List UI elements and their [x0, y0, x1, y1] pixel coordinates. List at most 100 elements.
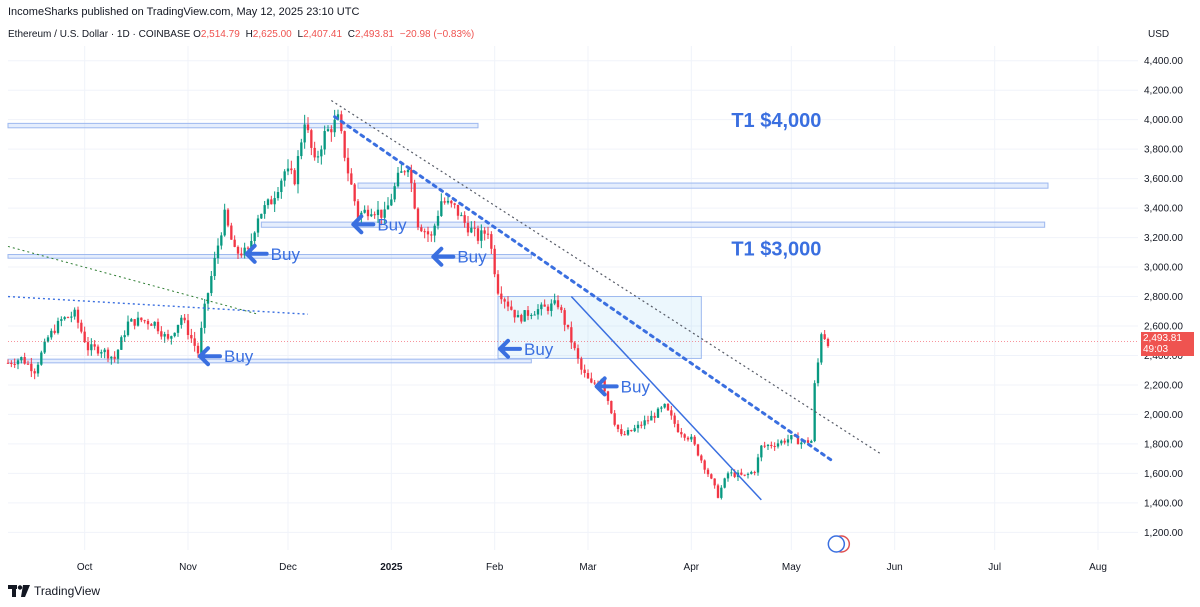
- candle-body: [456, 204, 460, 216]
- candle-body: [230, 225, 233, 240]
- candle-body: [303, 124, 306, 143]
- candle-body: [43, 341, 46, 353]
- price-tick-label: 2,200.00: [1144, 380, 1183, 391]
- candle-body: [250, 240, 253, 249]
- candle-body: [440, 201, 443, 216]
- candle-body: [110, 356, 113, 359]
- candle-body: [540, 304, 543, 310]
- candle-body: [463, 215, 466, 223]
- candle-body: [536, 309, 540, 315]
- price-tick-label: 1,600.00: [1144, 469, 1183, 480]
- candle-body: [576, 348, 580, 359]
- candle-body: [633, 428, 636, 432]
- candle-body: [280, 180, 283, 193]
- candle-body: [493, 248, 496, 275]
- candle-body: [720, 487, 723, 498]
- candle-body: [426, 231, 430, 235]
- candle-body: [66, 317, 70, 319]
- low-value: 2,407.41: [303, 29, 343, 40]
- candle-body: [696, 444, 700, 456]
- target-label: T1 $3,000: [731, 238, 821, 260]
- candle-body: [333, 119, 336, 133]
- candle-body: [710, 474, 713, 479]
- candle-body: [586, 372, 590, 379]
- candle-body: [686, 437, 690, 440]
- candle-body: [100, 352, 103, 354]
- price-tick-label: 3,800.00: [1144, 145, 1183, 156]
- price-tick-label: 2,800.00: [1144, 292, 1183, 303]
- candle-body: [593, 382, 596, 384]
- candle-body: [423, 231, 426, 233]
- publisher-line: IncomeSharks published on TradingView.co…: [8, 6, 360, 18]
- candle-body: [476, 228, 480, 241]
- candle-body: [383, 209, 386, 218]
- candle-body: [203, 303, 206, 328]
- candle-body: [293, 170, 296, 185]
- candle-body: [623, 434, 626, 436]
- candle-body: [660, 407, 663, 409]
- candle-body: [380, 209, 383, 218]
- candle-body: [123, 335, 126, 338]
- price-tick-label: 1,400.00: [1144, 498, 1183, 509]
- tradingview-brand: TradingView: [34, 584, 101, 598]
- candle-body: [546, 306, 550, 311]
- candle-body: [226, 209, 230, 226]
- candle-body: [630, 430, 633, 432]
- candle-body: [163, 334, 166, 337]
- candle-body: [703, 460, 706, 470]
- candle-body: [106, 349, 110, 359]
- candle-body: [83, 331, 86, 343]
- candle-body: [26, 363, 30, 365]
- candle-body: [503, 299, 506, 302]
- candle-body: [693, 436, 696, 445]
- candle-body: [813, 383, 816, 442]
- candle-body: [263, 205, 266, 214]
- candle-body: [700, 455, 703, 461]
- candle-body: [133, 319, 136, 326]
- candle-body: [156, 321, 160, 332]
- candle-body: [233, 239, 236, 247]
- candle-body: [560, 307, 563, 311]
- candle-body: [510, 306, 513, 310]
- candle-body: [410, 169, 413, 184]
- time-tick-label: Feb: [486, 562, 504, 573]
- candle-body: [386, 205, 390, 210]
- candle-body: [666, 403, 670, 411]
- candle-body: [783, 440, 786, 443]
- trendline: [7, 245, 259, 315]
- candle-body: [80, 322, 83, 332]
- level-zone: [7, 122, 479, 129]
- candle-body: [56, 320, 60, 333]
- candle-body: [436, 215, 440, 226]
- candle-body: [30, 363, 33, 372]
- candle-body: [530, 315, 533, 317]
- candle-body: [46, 337, 50, 342]
- candle-body: [370, 214, 373, 217]
- candle-body: [573, 342, 576, 349]
- candle-body: [523, 310, 526, 322]
- time-tick-label: 2025: [380, 562, 403, 573]
- candle-body: [346, 157, 350, 174]
- candle-body: [320, 149, 323, 157]
- candle-body: [220, 235, 223, 246]
- candle-body: [246, 247, 250, 249]
- candle-body: [160, 331, 163, 337]
- target-label: T1 $4,000: [731, 110, 821, 132]
- candle-body: [283, 171, 286, 181]
- candle-body: [210, 276, 213, 294]
- candle-body: [326, 129, 330, 132]
- candle-body: [166, 334, 170, 339]
- candle-body: [310, 130, 313, 148]
- candle-body: [270, 199, 273, 205]
- currency-label: USD: [1148, 29, 1170, 40]
- candle-body: [53, 330, 56, 333]
- candle-body: [316, 156, 320, 158]
- candle-body: [760, 445, 763, 458]
- candle-body: [750, 471, 753, 474]
- candle-body: [533, 314, 536, 316]
- time-tick-label: Jul: [988, 562, 1001, 573]
- tradingview-logo[interactable]: TradingView: [8, 584, 100, 598]
- candle-body: [416, 208, 420, 228]
- candle-body: [350, 173, 353, 185]
